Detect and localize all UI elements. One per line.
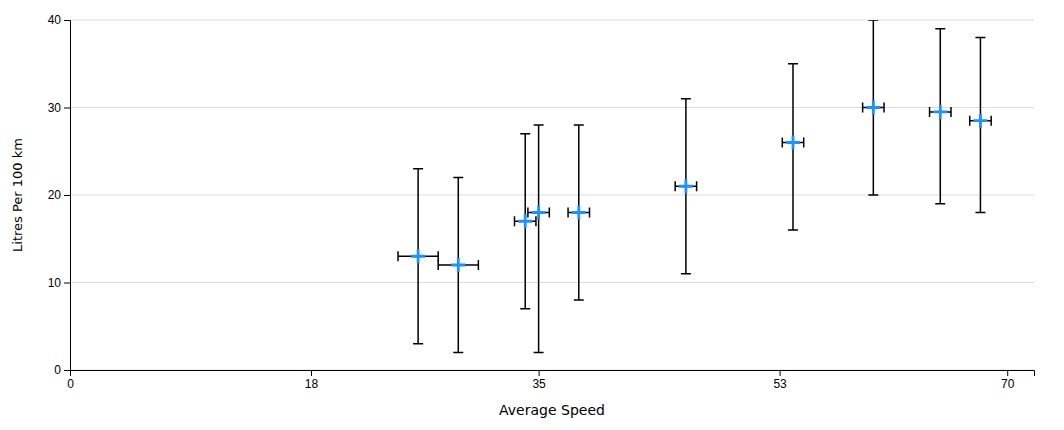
- tick-label: 40: [48, 13, 62, 27]
- tick-mark: [1007, 370, 1008, 376]
- grid-line: [70, 282, 1034, 283]
- point: [866, 101, 880, 115]
- point: [451, 258, 465, 272]
- tick-mark: [64, 195, 70, 196]
- point: [933, 105, 947, 119]
- tick-mark: [539, 370, 540, 376]
- grid-line: [70, 20, 1034, 21]
- chart: 0 18 35 53 70 0 10 20 30 40 Average Speed Litres Pe…: [0, 0, 1064, 430]
- grid: [70, 20, 1034, 370]
- y-axis: 0 10 20 30 40: [48, 13, 71, 377]
- tick-label: 18: [305, 377, 319, 391]
- tick-mark: [311, 370, 312, 376]
- tick: 20: [48, 188, 70, 202]
- tick-label: 30: [48, 101, 62, 115]
- tick-label: 20: [48, 188, 62, 202]
- tick-label: 0: [54, 363, 61, 377]
- tick-mark: [64, 20, 70, 21]
- tick-label: 10: [48, 276, 62, 290]
- tick-mark: [64, 370, 70, 371]
- point: [679, 179, 693, 193]
- tick-label: 35: [532, 377, 546, 391]
- point: [973, 114, 987, 128]
- plot: 0 18 35 53 70 0 10 20 30 40: [48, 13, 1035, 390]
- point: [572, 206, 586, 220]
- axis-line: [64, 21, 71, 371]
- tick: 70: [1001, 370, 1015, 391]
- marks: [398, 20, 991, 353]
- tick-label: 0: [67, 377, 74, 391]
- tick-label: 53: [773, 377, 787, 391]
- x-axis-title: Average Speed: [499, 402, 605, 418]
- point: [411, 249, 425, 263]
- tick: 35: [532, 370, 546, 391]
- grid-line: [70, 107, 1034, 108]
- y-axis-title: Litres Per 100 km: [10, 138, 25, 252]
- tick: 0: [67, 370, 74, 391]
- x-axis: 0 18 35 53 70: [67, 370, 1034, 391]
- tick-mark: [64, 108, 70, 109]
- tick-label: 70: [1001, 377, 1015, 391]
- point: [532, 206, 546, 220]
- point: [518, 214, 532, 228]
- y-error-bar: [534, 125, 544, 353]
- tick: 10: [48, 276, 70, 290]
- grid-line: [70, 195, 1034, 196]
- tick: 0: [54, 363, 70, 377]
- point: [786, 136, 800, 150]
- tick-mark: [780, 370, 781, 376]
- tick-mark: [64, 283, 70, 284]
- tick: 30: [48, 101, 70, 115]
- axis-line: [71, 371, 1035, 377]
- tick: 18: [305, 370, 319, 391]
- tick: 40: [48, 13, 70, 27]
- tick: 53: [773, 370, 787, 391]
